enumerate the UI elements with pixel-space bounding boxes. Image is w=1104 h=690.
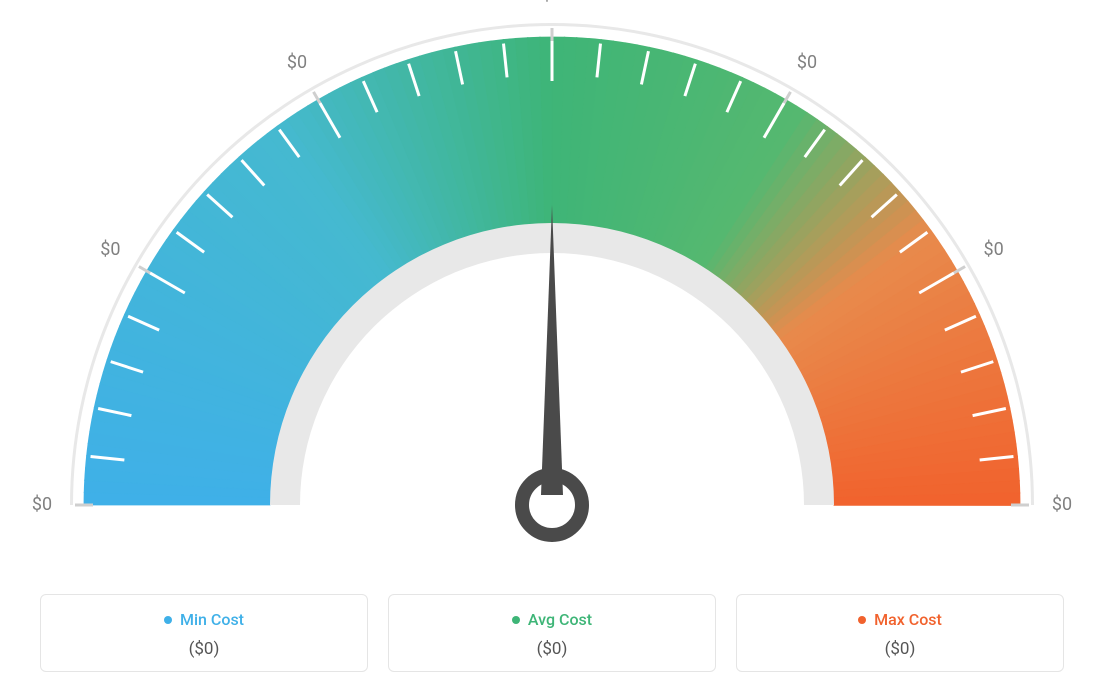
gauge-svg: $0 $0 $0 $0 $0 $0 $0	[0, 0, 1104, 560]
gauge-tick-label: $0	[32, 494, 52, 515]
gauge-tick-label: $0	[100, 239, 120, 260]
legend-value-min: ($0)	[51, 639, 357, 659]
legend-title-avg: Avg Cost	[512, 610, 592, 629]
legend-title-max: Max Cost	[858, 610, 942, 629]
gauge-tick-label: $0	[1052, 494, 1072, 515]
legend-box-avg: Avg Cost ($0)	[388, 594, 716, 673]
legend-dot-min	[164, 616, 172, 624]
gauge-tick-label: $0	[287, 52, 307, 73]
legend-dot-avg	[512, 616, 520, 624]
legend-value-avg: ($0)	[399, 639, 705, 659]
legend-box-max: Max Cost ($0)	[736, 594, 1064, 673]
legend-label-min: Min Cost	[180, 610, 244, 629]
cost-gauge: $0 $0 $0 $0 $0 $0 $0	[0, 0, 1104, 560]
gauge-tick-label: $0	[542, 0, 562, 5]
legend-dot-max	[858, 616, 866, 624]
legend-label-avg: Avg Cost	[528, 610, 592, 629]
gauge-tick-label: $0	[984, 239, 1004, 260]
gauge-tick-label: $0	[797, 52, 817, 73]
legend-value-max: ($0)	[747, 639, 1053, 659]
legend-title-min: Min Cost	[164, 610, 244, 629]
legend-row: Min Cost ($0) Avg Cost ($0) Max Cost ($0…	[40, 594, 1064, 673]
legend-box-min: Min Cost ($0)	[40, 594, 368, 673]
legend-label-max: Max Cost	[874, 610, 942, 629]
